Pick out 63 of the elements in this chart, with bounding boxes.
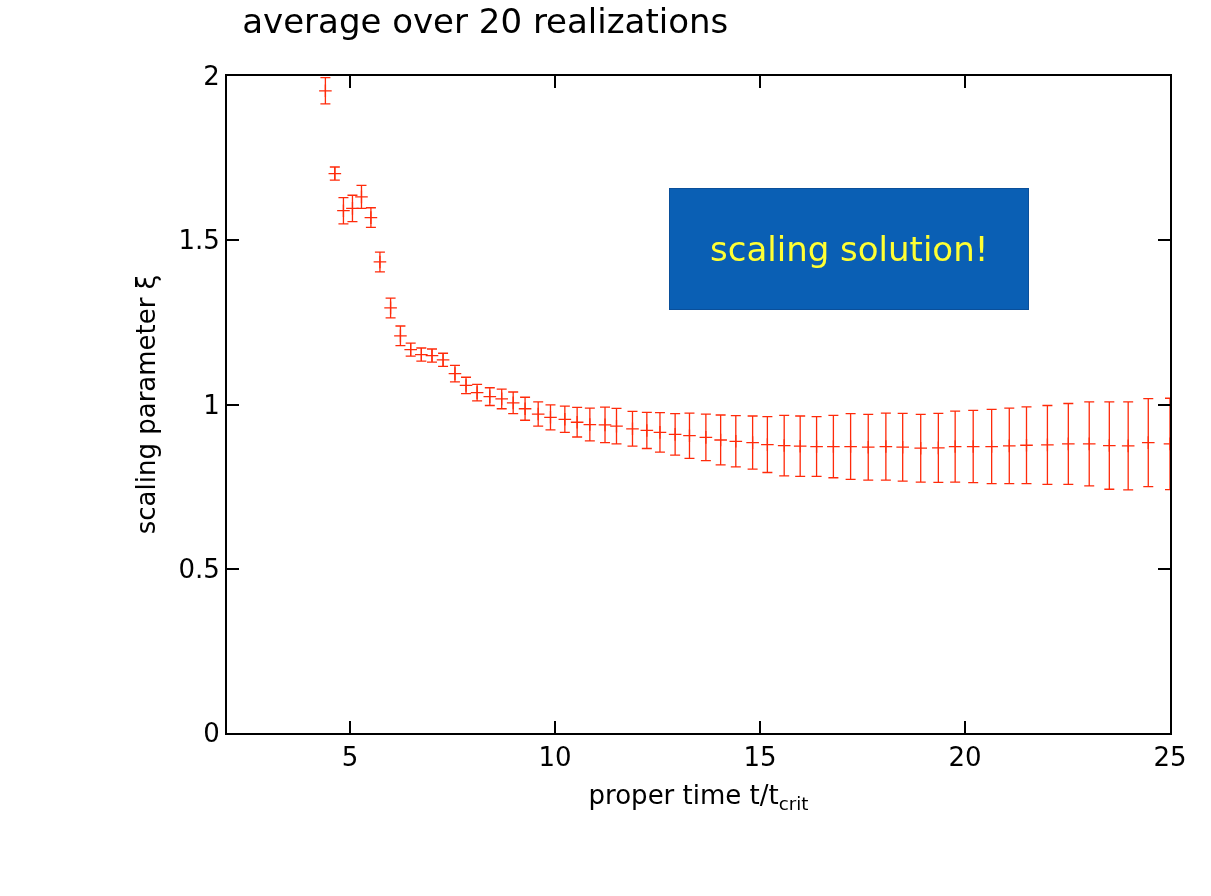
point (354, 189, 369, 204)
point (531, 407, 546, 421)
y-tick-label: 0.5 (178, 553, 220, 584)
point (1141, 435, 1156, 450)
point (878, 439, 893, 454)
point (518, 401, 533, 416)
point (895, 440, 910, 455)
point (494, 391, 509, 406)
point (625, 421, 640, 436)
y-tick-label: 2 (203, 61, 220, 92)
y-tick-label: 1.5 (178, 225, 220, 256)
x-axis-title: proper time t/t$_{crit}$ (588, 780, 809, 814)
y-tick-label: 0 (203, 718, 220, 749)
point (570, 415, 585, 430)
point (984, 439, 999, 454)
point (393, 328, 408, 343)
point (931, 440, 946, 455)
point (383, 300, 398, 315)
point (913, 441, 928, 456)
point (653, 425, 667, 440)
point (372, 254, 387, 269)
y-tick-label: 1 (203, 389, 220, 420)
point (1019, 438, 1034, 453)
point (728, 434, 743, 449)
point (543, 410, 558, 425)
point (843, 439, 858, 454)
point (582, 417, 597, 432)
point (506, 395, 521, 410)
point (760, 437, 775, 452)
point (713, 433, 728, 447)
point (682, 428, 697, 443)
point (1002, 438, 1017, 453)
x-tick-label: 5 (341, 742, 359, 773)
annotation: scaling solution! (710, 229, 989, 269)
point (1121, 438, 1136, 453)
point (363, 210, 378, 225)
point (809, 439, 824, 454)
point (639, 423, 654, 438)
point (668, 427, 683, 442)
x-tick-label: 25 (1153, 742, 1187, 773)
point (948, 439, 963, 454)
x-tick-label: 15 (743, 742, 777, 773)
point (557, 412, 572, 427)
point (345, 201, 360, 216)
point (698, 430, 713, 445)
point (745, 435, 760, 450)
point (609, 419, 624, 434)
point (793, 439, 808, 454)
point (861, 440, 876, 455)
point (1061, 436, 1076, 451)
point (1082, 436, 1097, 451)
x-tick-label: 20 (948, 742, 982, 773)
point (1040, 437, 1055, 452)
chart-title: average over 20 realizations (242, 0, 729, 41)
point (318, 83, 333, 98)
point (826, 439, 841, 454)
x-tick-label: 10 (538, 742, 572, 773)
y-axis-title: scaling parameter ξ (131, 274, 162, 535)
point (1102, 438, 1117, 453)
point (777, 438, 792, 453)
point (336, 203, 351, 218)
point (966, 439, 981, 454)
point (598, 417, 612, 432)
